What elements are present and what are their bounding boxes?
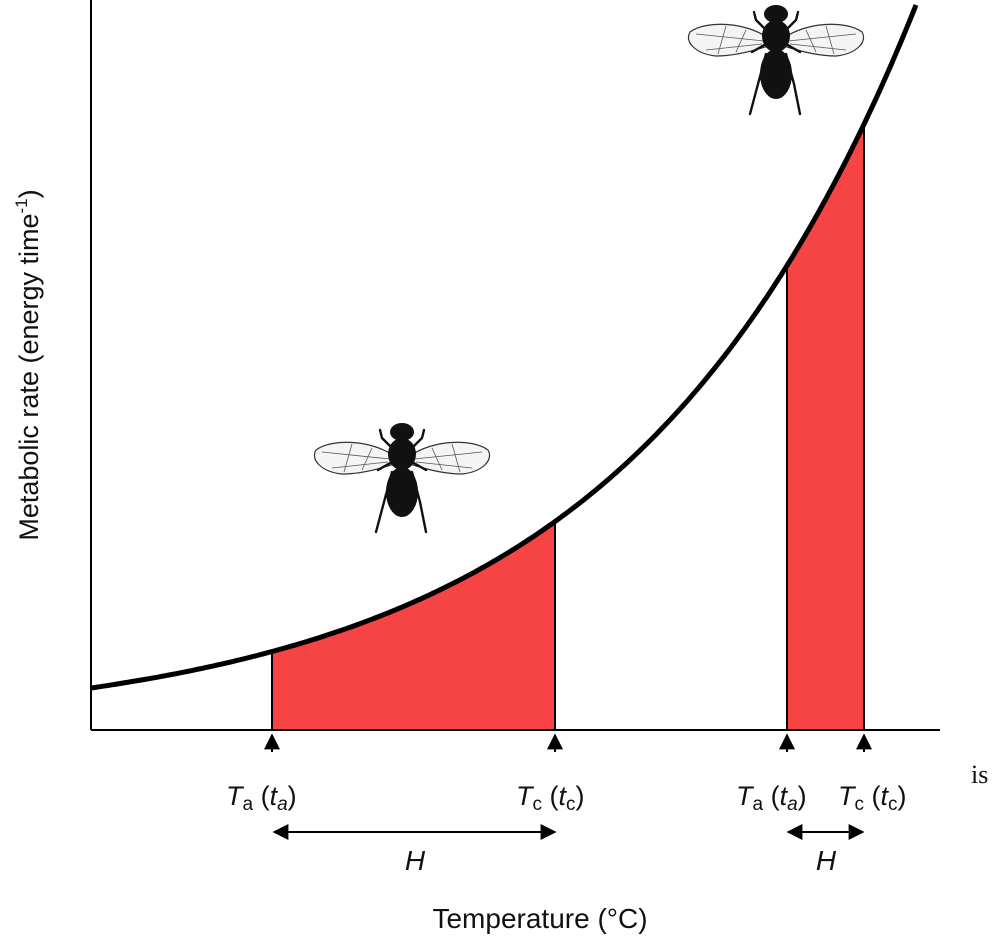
shaded-region-2 — [786, 123, 865, 731]
interval-1-end-label: Tc (tc) — [516, 781, 585, 815]
y-axis-label: Metabolic rate (energy time-1) — [12, 189, 44, 540]
interval-2-span-label: H — [816, 845, 837, 876]
interval-1-span-label: H — [405, 845, 426, 876]
tick-arrows — [264, 733, 872, 752]
interval-2-start-label: Ta (ta) — [736, 781, 807, 815]
metabolic-curve — [90, 4, 919, 691]
fly-icon — [687, 3, 865, 116]
fly-icon — [313, 421, 491, 534]
x-axis-label: Temperature (°C) — [432, 903, 647, 934]
interval-2-end-label: Tc (tc) — [838, 781, 907, 815]
interval-1-start-label: Ta (ta) — [226, 781, 297, 815]
interval-labels: Ta (ta) Tc (tc) Ta (ta) Tc (tc) — [226, 781, 907, 815]
stray-text: is — [971, 760, 988, 789]
